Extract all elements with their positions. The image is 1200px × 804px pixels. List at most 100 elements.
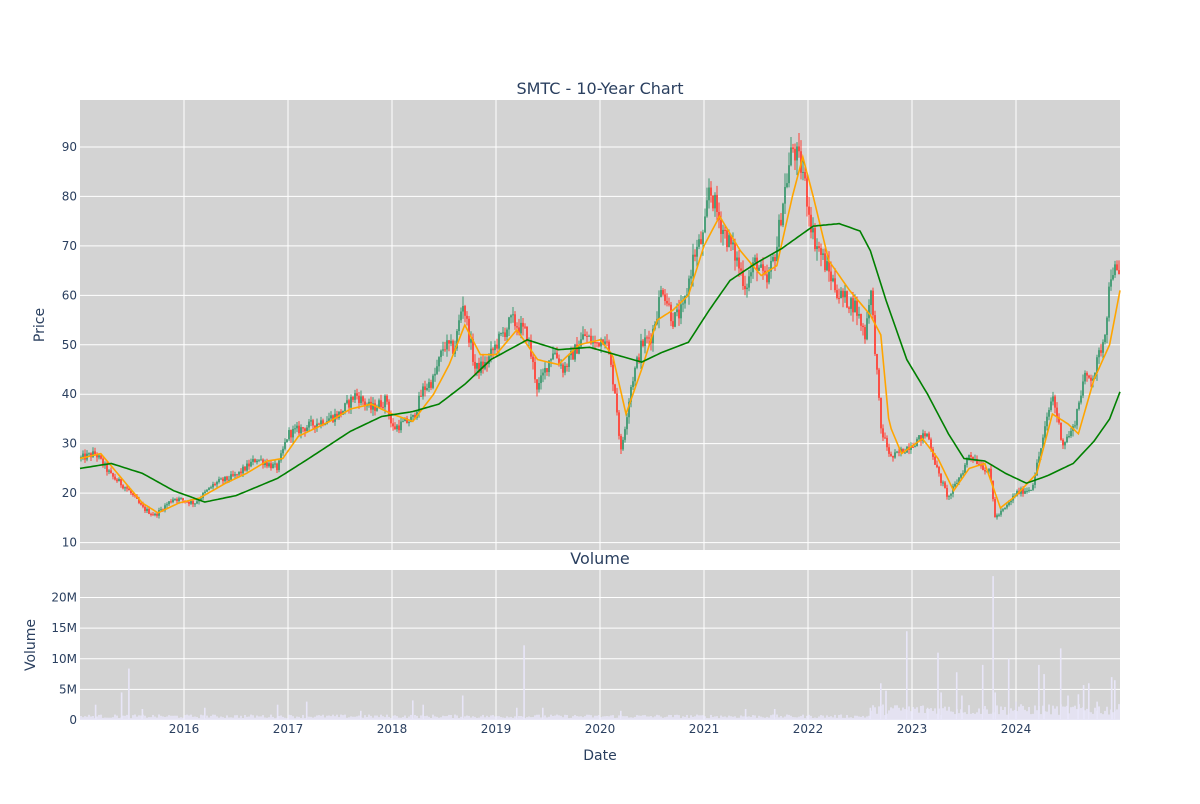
candle-body xyxy=(1066,436,1068,443)
candle-body xyxy=(458,320,460,332)
volume-bar xyxy=(874,707,876,720)
candle-body xyxy=(386,395,388,402)
candle-body xyxy=(930,439,932,450)
volume-bar xyxy=(424,716,426,720)
candle-body xyxy=(1064,442,1066,446)
candle-body xyxy=(492,348,494,351)
candle-body xyxy=(288,430,290,440)
candle-body xyxy=(998,514,1000,516)
volume-spike-bar xyxy=(937,652,939,720)
candle-body xyxy=(806,178,808,207)
volume-bar xyxy=(486,715,488,720)
volume-bar xyxy=(194,716,196,720)
volume-bar xyxy=(934,708,936,720)
volume-bar xyxy=(352,716,354,720)
volume-bar xyxy=(428,716,430,720)
volume-bar xyxy=(788,714,790,720)
volume-bar xyxy=(614,717,616,720)
candle-body xyxy=(336,413,338,419)
candle-body xyxy=(832,278,834,282)
volume-bar xyxy=(904,709,906,720)
volume-bar xyxy=(284,717,286,720)
candle-body xyxy=(1092,378,1094,381)
candle-body xyxy=(212,484,214,488)
candle-body xyxy=(682,303,684,305)
volume-bar xyxy=(112,717,114,720)
x-tick-label: 2019 xyxy=(481,722,512,736)
volume-bar xyxy=(964,712,966,720)
volume-bar xyxy=(482,714,484,720)
candle-body xyxy=(754,257,756,263)
volume-bar xyxy=(626,716,628,720)
volume-bar xyxy=(198,718,200,720)
candle-body xyxy=(380,400,382,407)
volume-bar xyxy=(334,716,336,720)
volume-bar xyxy=(408,716,410,720)
volume-bar xyxy=(200,714,202,720)
volume-bar xyxy=(830,716,832,720)
candle-body xyxy=(778,219,780,247)
volume-bar xyxy=(230,717,232,720)
x-tick-label: 2022 xyxy=(793,722,824,736)
volume-bar xyxy=(152,714,154,720)
volume-bar xyxy=(1064,706,1066,720)
candle-body xyxy=(544,368,546,373)
candle-body xyxy=(628,401,630,418)
volume-bar xyxy=(124,715,126,720)
volume-bar xyxy=(430,718,432,720)
candle-body xyxy=(1006,504,1008,508)
volume-bar xyxy=(842,717,844,720)
volume-bar xyxy=(340,714,342,720)
volume-bar xyxy=(574,715,576,720)
volume-spike-bar xyxy=(1038,664,1040,720)
volume-bar xyxy=(458,718,460,720)
candle-body xyxy=(804,171,806,179)
candle-body xyxy=(112,473,114,477)
price-y-tick-label: 70 xyxy=(62,239,77,253)
candle-body xyxy=(208,487,210,490)
candle-body xyxy=(702,232,704,244)
candle-body xyxy=(1082,381,1084,396)
candle-body xyxy=(156,513,158,516)
candle-body xyxy=(868,305,870,319)
volume-bar xyxy=(232,717,234,720)
volume-spike-bar xyxy=(94,704,97,720)
candle-body xyxy=(1008,502,1010,505)
volume-bar xyxy=(856,715,858,720)
volume-bar xyxy=(154,716,156,720)
candle-body xyxy=(556,352,558,359)
candle-body xyxy=(538,383,540,390)
volume-bar xyxy=(726,717,728,720)
candle-body xyxy=(884,437,886,439)
volume-bar xyxy=(640,715,642,720)
volume-bar xyxy=(330,716,332,720)
volume-bar xyxy=(554,715,556,720)
volume-bar xyxy=(244,714,246,720)
volume-bar xyxy=(294,718,296,720)
candle-body xyxy=(118,479,120,482)
volume-bar xyxy=(216,716,218,720)
volume-bar xyxy=(918,712,920,720)
candle-body xyxy=(888,447,890,454)
candle-body xyxy=(646,337,648,339)
volume-bar xyxy=(88,714,90,720)
candle-body xyxy=(378,400,380,408)
volume-bar xyxy=(140,715,142,720)
volume-bar xyxy=(172,715,174,720)
volume-bar xyxy=(472,716,474,720)
candle-body xyxy=(660,290,662,298)
volume-spike-bar xyxy=(744,708,747,720)
volume-spike-bar xyxy=(773,708,776,720)
volume-bar xyxy=(950,711,952,720)
volume-bar xyxy=(724,716,726,720)
candle-body xyxy=(196,501,198,504)
candle-body xyxy=(860,313,862,326)
candle-body xyxy=(792,147,794,150)
volume-bar xyxy=(764,717,766,720)
candle-body xyxy=(392,423,394,427)
candle-body xyxy=(268,463,270,467)
volume-bar xyxy=(944,706,946,720)
candle-body xyxy=(724,229,726,231)
x-tick-label: 2024 xyxy=(1001,722,1032,736)
candle-body xyxy=(738,257,740,269)
